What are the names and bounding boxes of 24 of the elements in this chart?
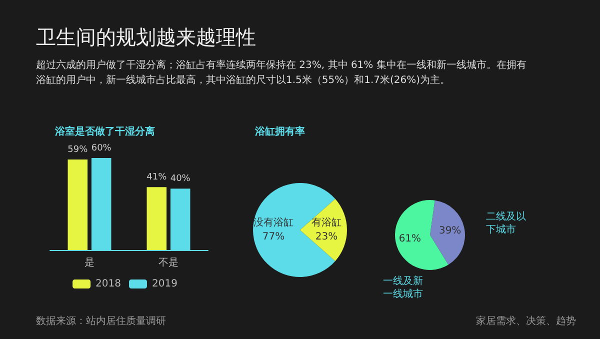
data-label: 39% (438, 225, 462, 236)
data-label: 60% (91, 144, 112, 154)
x-tick-label: 是 (84, 258, 94, 268)
legend-label: 2018 (96, 278, 122, 290)
slice-label: 有浴缸 (312, 216, 342, 228)
data-label: 23% (315, 232, 338, 242)
text: 家居需求、决策、趋势 (476, 314, 576, 328)
source-note: 数据来源：站内居住质量调研 (36, 314, 166, 328)
data-label: 77% (262, 232, 285, 242)
text: 卫生间的规划越来越理性 (36, 24, 256, 51)
data-label: 61% (398, 234, 422, 245)
chart-title: 浴缸拥有率 (254, 126, 305, 138)
bar (68, 160, 88, 250)
slice-label: 二线及以下城市 (486, 210, 526, 236)
data-label: 59% (68, 145, 88, 156)
legend-label: 2019 (152, 278, 178, 290)
text: 超过六成的用户做了干湿分离；浴缸占有率连续两年保持在 23%, 其中 61% 集中在一线和新一线城市。在拥有浴缸的用户中，新一线城市占比最高，其中浴缸的尺寸以1.5米（55%）和1.7米(26%)为主。 (36, 58, 528, 88)
chart-title: 浴室是否做了干湿分离 (54, 126, 155, 138)
data-label: 41% (146, 172, 168, 183)
slice-label: 一线及新一线城市 (383, 275, 423, 300)
x-tick-label: 不是 (158, 258, 178, 268)
slice-label: 没有浴缸 (254, 216, 294, 228)
data-label: 40% (170, 174, 191, 184)
bar (146, 187, 167, 250)
